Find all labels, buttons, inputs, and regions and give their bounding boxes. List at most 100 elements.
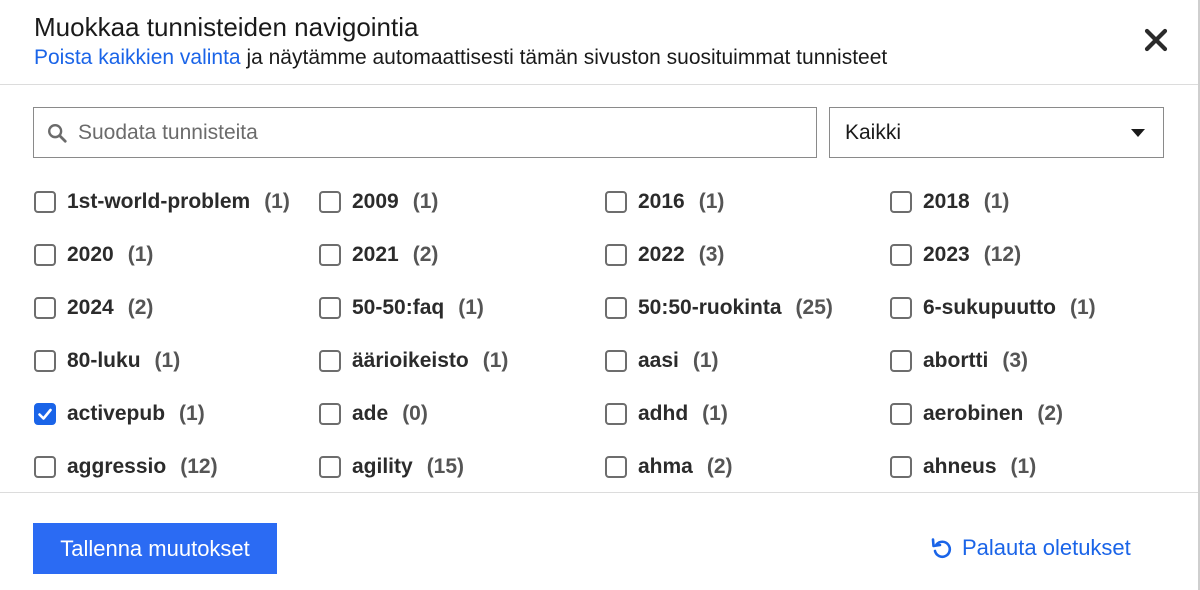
tag-option[interactable]: ahma (2) [605,454,733,480]
subtitle-text: ja näytämme automaattisesti tämän sivust… [240,46,888,69]
tag-count: (1) [264,190,290,213]
tag-option[interactable]: 2024 (2) [34,295,153,321]
tag-checkbox[interactable] [890,191,912,213]
tag-name: 2023 [923,243,970,266]
tag-count: (1) [154,349,181,372]
tag-option[interactable]: 6-sukupuutto (1) [890,295,1096,321]
tag-name: aggressio [67,455,167,478]
tag-option[interactable]: 2021 (2) [319,242,438,268]
tag-checkbox[interactable] [890,297,912,319]
close-icon [1144,28,1168,52]
caret-down-icon [1131,128,1145,137]
tag-option[interactable]: activepub (1) [34,401,205,427]
tag-option[interactable]: 2020 (1) [34,242,153,268]
tag-count: (1) [179,402,205,425]
tag-count: (3) [698,243,725,266]
tag-checkbox[interactable] [34,191,56,213]
tag-name: 2022 [638,243,685,266]
tag-count: (0) [402,402,428,425]
tag-checkbox[interactable] [605,456,627,478]
tag-option[interactable]: abortti (3) [890,348,1028,374]
tag-row: 2020 (1) 2021 (2) 2022 (3) 2023 (12) [34,228,1174,281]
tag-count: (2) [1037,402,1064,425]
tag-count: (1) [482,349,509,372]
tag-option[interactable]: 2016 (1) [605,189,724,215]
tag-checkbox[interactable] [605,403,627,425]
tag-option[interactable]: 2023 (12) [890,242,1021,268]
tag-option[interactable]: ahneus (1) [890,454,1036,480]
tag-checkbox[interactable] [319,456,341,478]
tag-name: 50-50:faq [352,296,445,319]
search-field[interactable] [33,107,817,158]
tag-option[interactable]: 50-50:faq (1) [319,295,484,321]
tag-checkbox[interactable] [319,297,341,319]
tag-name: aasi [638,349,679,372]
dialog-footer: Tallenna muutokset Palauta oletukset [0,492,1198,590]
save-button[interactable]: Tallenna muutokset [33,523,277,574]
search-input[interactable] [78,120,778,145]
tag-count: (25) [795,296,833,319]
tag-grid: 1st-world-problem (1) 2009 (1) 2016 (1) 2018 (1… [34,175,1174,493]
tag-option[interactable]: aasi (1) [605,348,719,374]
tag-row: aggressio (12) agility (15) ahma (2) ahneus (1) [34,440,1174,493]
deselect-all-link[interactable]: Poista kaikkien valinta [34,46,241,69]
tag-count: (1) [692,349,719,372]
tag-name: 2021 [352,243,399,266]
tag-checkbox[interactable] [605,244,627,266]
tag-checkbox[interactable] [890,350,912,372]
tag-option[interactable]: aerobinen (2) [890,401,1063,427]
reset-defaults-button[interactable]: Palauta oletukset [930,533,1131,563]
tag-count: (1) [412,190,439,213]
tag-option[interactable]: 80-luku (1) [34,348,180,374]
tag-checkbox[interactable] [890,403,912,425]
tag-checkbox[interactable] [605,297,627,319]
tag-name: 2009 [352,190,399,213]
tag-name: abortti [923,349,989,372]
tag-option[interactable]: 2022 (3) [605,242,724,268]
tag-option[interactable]: adhd (1) [605,401,728,427]
tag-checkbox[interactable] [34,403,56,425]
close-button[interactable] [1138,22,1174,58]
dialog-title: Muokkaa tunnisteiden navigointia [34,12,419,42]
tag-checkbox[interactable] [34,244,56,266]
tag-name: äärioikeisto [352,349,469,372]
tag-option[interactable]: aggressio (12) [34,454,218,480]
tag-option[interactable]: 2009 (1) [319,189,438,215]
tag-option[interactable]: ade (0) [319,401,428,427]
tag-checkbox[interactable] [319,403,341,425]
tag-checkbox[interactable] [890,456,912,478]
tag-count: (1) [983,190,1010,213]
tag-name: activepub [67,402,166,425]
tag-name: ahneus [923,455,997,478]
tag-name: aerobinen [923,402,1024,425]
tag-checkbox[interactable] [605,350,627,372]
dialog-header: Muokkaa tunnisteiden navigointia Poista … [0,0,1198,85]
tag-count: (2) [706,455,733,478]
tag-option[interactable]: 50:50-ruokinta (25) [605,295,833,321]
tag-count: (1) [458,296,484,319]
tag-option[interactable]: 1st-world-problem (1) [34,189,290,215]
tag-option[interactable]: äärioikeisto (1) [319,348,508,374]
tag-count: (1) [1069,296,1096,319]
tag-count: (2) [412,243,439,266]
filter-select[interactable]: Kaikki [829,107,1164,158]
tag-checkbox[interactable] [319,350,341,372]
tag-name: 2018 [923,190,970,213]
undo-icon [931,538,952,558]
tag-checkbox[interactable] [319,244,341,266]
tag-name: 2024 [67,296,114,319]
tag-option[interactable]: agility (15) [319,454,464,480]
tag-checkbox[interactable] [890,244,912,266]
tag-checkbox[interactable] [34,350,56,372]
tag-option[interactable]: 2018 (1) [890,189,1009,215]
tag-checkbox[interactable] [34,456,56,478]
search-icon [46,121,70,145]
tag-checkbox[interactable] [34,297,56,319]
tag-name: 80-luku [67,349,141,372]
tag-checkbox[interactable] [319,191,341,213]
reset-defaults-label: Palauta oletukset [962,535,1131,560]
checkmark-icon [38,408,52,420]
tag-checkbox[interactable] [605,191,627,213]
tag-count: (15) [426,455,465,478]
tag-count: (1) [698,190,725,213]
